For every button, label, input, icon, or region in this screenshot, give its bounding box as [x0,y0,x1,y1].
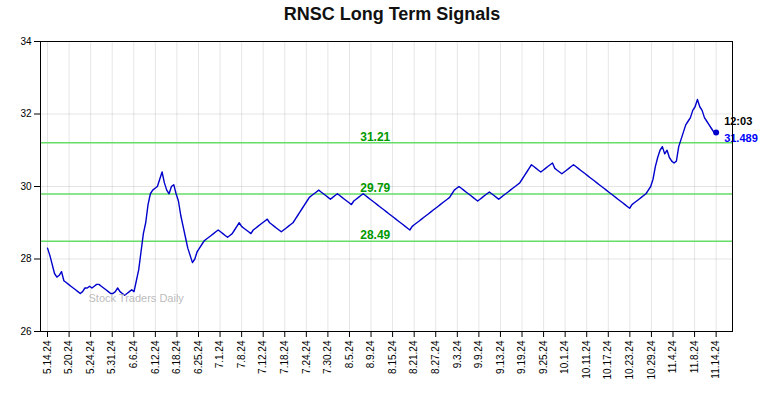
svg-text:28.49: 28.49 [360,228,390,242]
svg-text:11.4.24: 11.4.24 [667,340,678,373]
svg-text:8.15.24: 8.15.24 [387,340,398,374]
svg-text:7.1.24: 7.1.24 [214,340,225,368]
svg-text:6.6.24: 6.6.24 [128,340,139,368]
svg-text:7.8.24: 7.8.24 [236,340,247,368]
svg-text:9.9.24: 9.9.24 [473,340,484,368]
svg-text:34: 34 [20,36,32,47]
svg-text:7.30.24: 7.30.24 [322,340,333,374]
svg-text:Stock Traders Daily: Stock Traders Daily [89,292,185,304]
svg-text:8.27.24: 8.27.24 [430,340,441,374]
svg-text:10.11.24: 10.11.24 [581,340,592,379]
svg-text:10.1.24: 10.1.24 [559,340,570,374]
svg-text:7.12.24: 7.12.24 [257,340,268,374]
svg-text:5.31.24: 5.31.24 [106,340,117,374]
svg-text:26: 26 [20,326,32,337]
svg-text:11.8.24: 11.8.24 [689,340,700,373]
svg-text:9.3.24: 9.3.24 [452,340,463,368]
svg-text:8.21.24: 8.21.24 [408,340,419,374]
svg-text:5.14.24: 5.14.24 [42,340,53,374]
svg-text:10.29.24: 10.29.24 [646,340,657,379]
svg-text:10.23.24: 10.23.24 [624,340,635,379]
svg-text:6.12.24: 6.12.24 [150,340,161,374]
svg-text:8.5.24: 8.5.24 [344,340,355,368]
svg-text:8.9.24: 8.9.24 [365,340,376,368]
svg-text:11.14.24: 11.14.24 [710,340,721,379]
svg-text:29.79: 29.79 [360,181,390,195]
svg-text:6.25.24: 6.25.24 [193,340,204,374]
svg-text:31.489: 31.489 [724,132,758,144]
svg-text:10.17.24: 10.17.24 [602,340,613,379]
svg-text:7.24.24: 7.24.24 [301,340,312,374]
svg-text:28: 28 [20,253,32,264]
svg-text:5.20.24: 5.20.24 [63,340,74,374]
svg-text:9.13.24: 9.13.24 [495,340,506,374]
svg-text:32: 32 [20,108,32,119]
svg-text:6.18.24: 6.18.24 [171,340,182,374]
svg-text:9.19.24: 9.19.24 [516,340,527,374]
svg-text:7.18.24: 7.18.24 [279,340,290,374]
svg-text:9.25.24: 9.25.24 [538,340,549,374]
svg-text:5.24.24: 5.24.24 [85,340,96,374]
svg-text:30: 30 [20,181,32,192]
svg-text:12:03: 12:03 [724,115,752,127]
svg-text:31.21: 31.21 [360,130,390,144]
html-text:RNSC Long Term Signals: RNSC Long Term Signals [283,4,501,24]
